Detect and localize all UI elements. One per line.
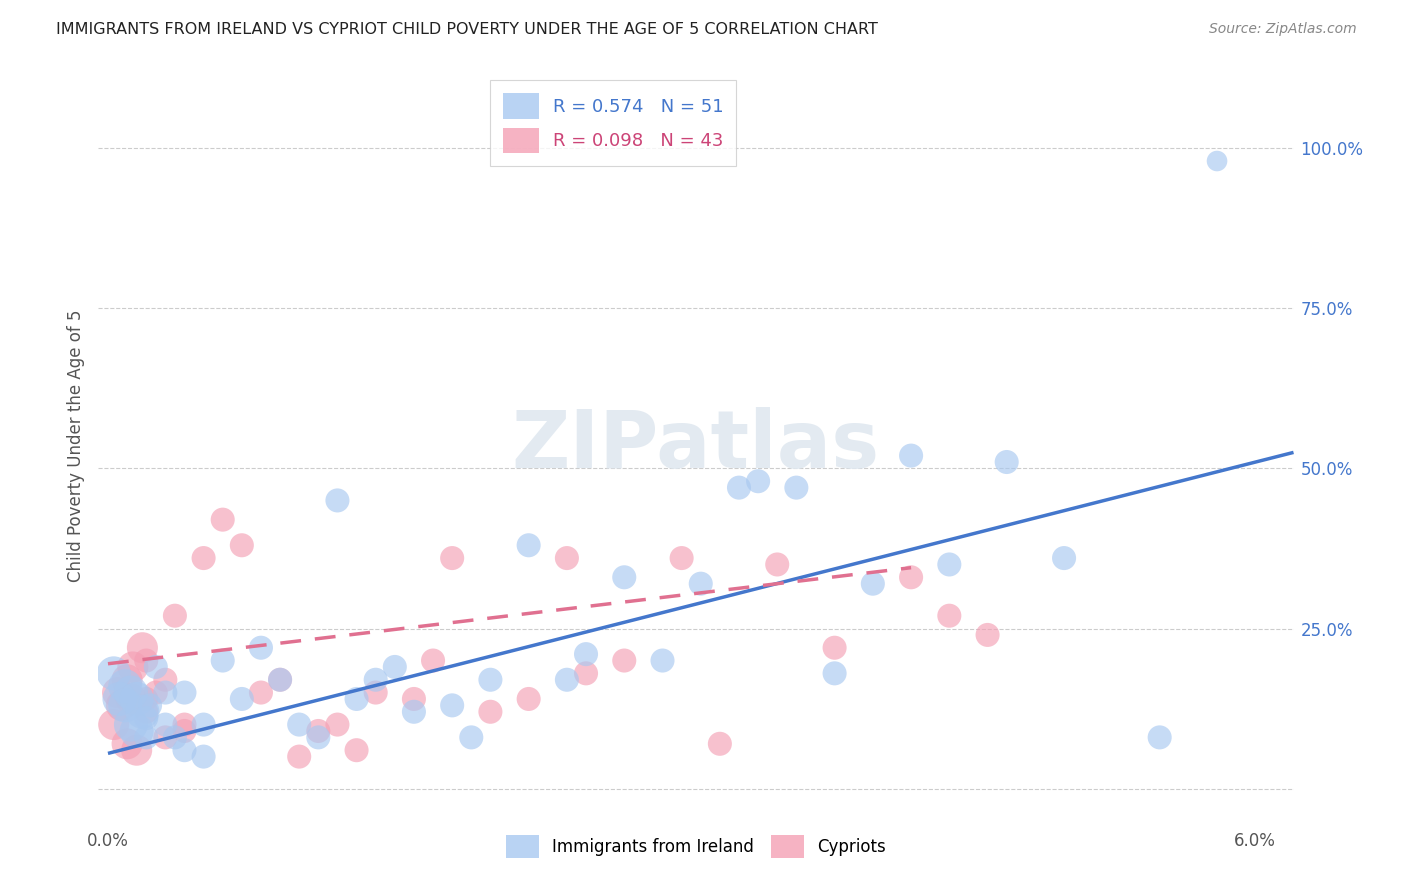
Point [824, 666, 846, 681]
Point [250, 640, 273, 655]
Point [364, 673, 387, 687]
Point [402, 705, 425, 719]
Point [145, 660, 167, 674]
Point [107, 685, 129, 699]
Point [1149, 731, 1171, 745]
Point [824, 640, 846, 655]
Point [288, 749, 311, 764]
Point [120, 717, 142, 731]
Point [193, 551, 215, 566]
Point [115, 673, 138, 687]
Point [460, 731, 482, 745]
Point [307, 723, 329, 738]
Point [307, 731, 329, 745]
Point [651, 654, 673, 668]
Point [555, 673, 578, 687]
Point [115, 737, 138, 751]
Point [689, 576, 711, 591]
Point [326, 717, 349, 731]
Point [145, 685, 167, 699]
Point [555, 551, 578, 566]
Point [135, 731, 157, 745]
Point [479, 673, 502, 687]
Point [250, 685, 273, 699]
Point [575, 647, 598, 661]
Point [441, 698, 464, 713]
Point [402, 692, 425, 706]
Point [173, 723, 195, 738]
Point [346, 692, 368, 706]
Point [125, 692, 148, 706]
Point [364, 685, 387, 699]
Point [422, 654, 444, 668]
Point [173, 685, 195, 699]
Point [114, 698, 136, 713]
Point [120, 692, 142, 706]
Point [479, 705, 502, 719]
Point [173, 743, 195, 757]
Point [103, 717, 125, 731]
Y-axis label: Child Poverty Under the Age of 5: Child Poverty Under the Age of 5 [66, 310, 84, 582]
Point [747, 474, 769, 488]
Point [1206, 154, 1229, 169]
Point [135, 692, 157, 706]
Text: IMMIGRANTS FROM IRELAND VS CYPRIOT CHILD POVERTY UNDER THE AGE OF 5 CORRELATION : IMMIGRANTS FROM IRELAND VS CYPRIOT CHILD… [56, 22, 879, 37]
Point [728, 481, 751, 495]
Point [231, 692, 253, 706]
Point [155, 685, 177, 699]
Text: Source: ZipAtlas.com: Source: ZipAtlas.com [1209, 22, 1357, 37]
Point [211, 513, 233, 527]
Point [110, 698, 132, 713]
Point [103, 666, 125, 681]
Point [1053, 551, 1076, 566]
Point [269, 673, 291, 687]
Point [121, 660, 143, 674]
Point [139, 698, 162, 713]
Point [766, 558, 789, 572]
Point [346, 743, 368, 757]
Point [155, 717, 177, 731]
Point [900, 570, 922, 584]
Legend: Immigrants from Ireland, Cypriots: Immigrants from Ireland, Cypriots [499, 828, 893, 864]
Point [862, 576, 884, 591]
Point [326, 493, 349, 508]
Point [155, 731, 177, 745]
Point [108, 692, 131, 706]
Point [441, 551, 464, 566]
Point [231, 538, 253, 552]
Point [193, 749, 215, 764]
Point [173, 717, 195, 731]
Point [938, 608, 960, 623]
Point [517, 692, 540, 706]
Point [163, 608, 186, 623]
Point [938, 558, 960, 572]
Point [517, 538, 540, 552]
Point [135, 654, 157, 668]
Point [211, 654, 233, 668]
Point [671, 551, 693, 566]
Point [613, 570, 636, 584]
Point [288, 717, 311, 731]
Point [163, 731, 186, 745]
Point [131, 705, 153, 719]
Point [114, 679, 136, 693]
Point [976, 628, 998, 642]
Point [575, 666, 598, 681]
Point [125, 723, 148, 738]
Point [135, 705, 157, 719]
Point [125, 743, 148, 757]
Point [193, 717, 215, 731]
Point [613, 654, 636, 668]
Point [131, 640, 153, 655]
Point [995, 455, 1018, 469]
Point [785, 481, 807, 495]
Point [709, 737, 731, 751]
Point [120, 685, 142, 699]
Point [384, 660, 406, 674]
Text: ZIPatlas: ZIPatlas [512, 407, 880, 485]
Point [155, 673, 177, 687]
Point [900, 449, 922, 463]
Point [269, 673, 291, 687]
Point [135, 711, 157, 725]
